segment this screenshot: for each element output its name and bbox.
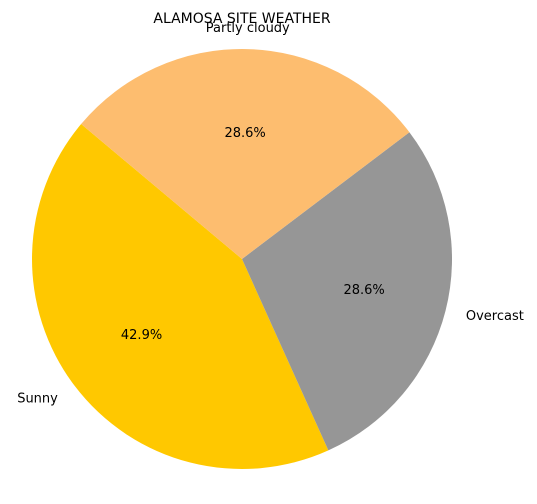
slice-label-overcast: Overcast (466, 309, 524, 324)
slice-percent-sunny: 42.9% (121, 328, 162, 343)
slice-percent-partly-cloudy: 28.6% (224, 126, 265, 141)
slice-overcast (242, 132, 453, 451)
chart-title: ALAMOSA SITE WEATHER (153, 11, 331, 27)
slice-label-sunny: Sunny (17, 391, 58, 406)
slice-label-partly-cloudy: Partly cloudy (206, 21, 290, 36)
pie-slices (31, 48, 453, 470)
slice-sunny (31, 124, 329, 470)
pie-labels: Sunny 42.9% Overcast 28.6% Partly cloudy 28.6… (17, 21, 524, 406)
slice-partly-cloudy (81, 48, 410, 259)
slice-percent-overcast: 28.6% (343, 283, 384, 298)
